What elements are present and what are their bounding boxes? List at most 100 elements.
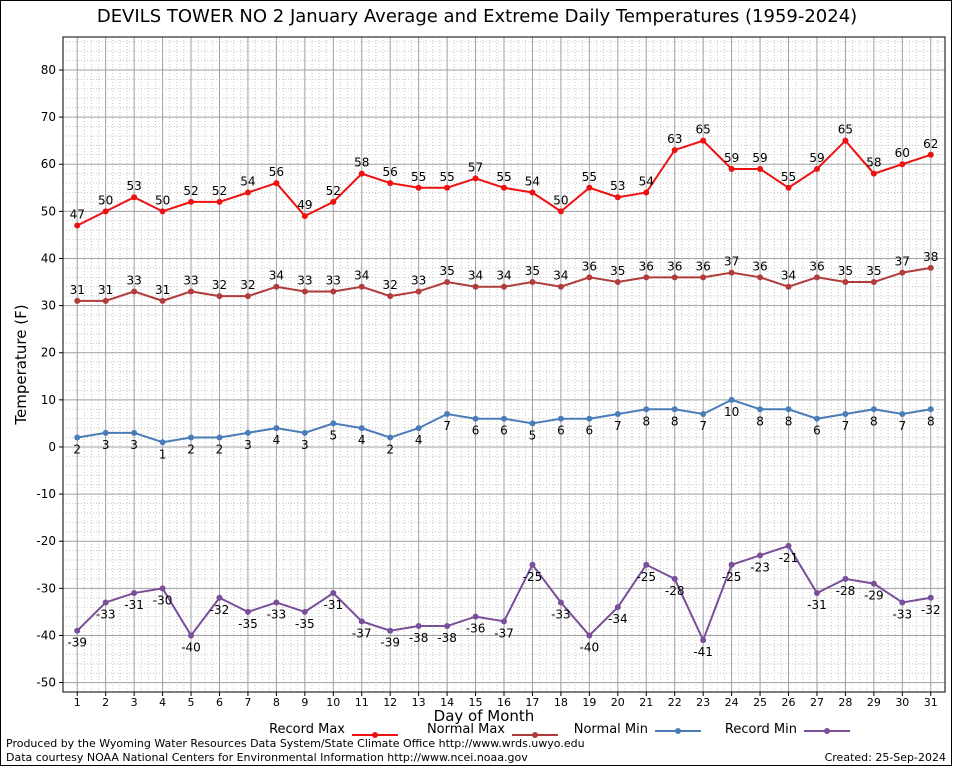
normal-min-point: [785, 406, 792, 413]
record-max-point: [700, 137, 707, 144]
normal-max-point: [501, 283, 507, 290]
record-max-data-label: 49: [297, 198, 312, 212]
record-min-point: [813, 590, 820, 597]
x-tick-label: 23: [696, 696, 710, 709]
legend-item-record-max: Record Max: [269, 722, 398, 738]
normal-min-data-label: 3: [102, 438, 110, 452]
normal-min-data-label: 8: [642, 414, 650, 428]
normal-max-data-label: 34: [354, 269, 369, 283]
normal-max-data-label: 33: [297, 273, 312, 287]
x-tick-label: 15: [469, 696, 483, 709]
record-min-point: [728, 561, 735, 568]
normal-min-point: [813, 415, 820, 422]
record-max-point: [102, 208, 109, 215]
normal-max-data-label: 38: [923, 250, 938, 264]
normal-max-point: [700, 274, 707, 281]
normal-max-data-label: 33: [126, 273, 141, 287]
x-axis: 1 2 3 4 5 6 7 8 9 10 11 12 13 14 15 16 17 18 19 20 21 22 23 24 2…: [74, 692, 938, 709]
normal-max-point: [785, 283, 792, 290]
normal-min-data-label: 3: [244, 438, 252, 452]
record-min-data-label: -33: [96, 607, 116, 621]
normal-max-data-label: 32: [240, 278, 255, 292]
normal-min-data-label: 6: [557, 424, 565, 438]
normal-min-point: [700, 410, 707, 417]
normal-min-point: [614, 410, 621, 417]
record-min-data-label: -38: [409, 631, 429, 645]
normal-min-point: [927, 406, 934, 413]
record-max-data-label: 55: [781, 170, 796, 184]
normal-max-point: [387, 293, 394, 300]
normal-max-data-label: 36: [667, 259, 682, 273]
normal-max-point: [472, 283, 479, 290]
record-max-data-label: 55: [496, 170, 511, 184]
normal-max-point: [728, 269, 735, 276]
x-tick-label: 9: [301, 696, 308, 709]
record-max-point: [785, 184, 792, 191]
legend-label: Normal Min: [574, 722, 648, 737]
normal-min-data-label: 6: [500, 424, 508, 438]
normal-min-data-label: 10: [724, 405, 739, 419]
normal-max-point: [159, 297, 166, 304]
record-min-data-label: -25: [636, 570, 656, 584]
normal-min-point: [757, 406, 764, 413]
record-min-point: [643, 561, 650, 568]
normal-max-point: [301, 288, 308, 295]
record-max-point: [927, 151, 934, 158]
normal-max-data-label: 35: [439, 264, 454, 278]
y-tick-label: -20: [36, 534, 56, 548]
normal-max-point: [188, 288, 195, 295]
record-min-point: [273, 599, 280, 606]
normal-min-point: [387, 434, 394, 441]
normal-max-data-label: 33: [183, 273, 198, 287]
record-min-point: [159, 585, 166, 592]
normal-min-data-label: 2: [73, 443, 81, 457]
normal-min-data-label: 1: [159, 447, 167, 461]
y-tick-label: -10: [36, 487, 56, 501]
record-max-point: [216, 198, 223, 205]
y-tick-label: 80: [41, 63, 56, 77]
record-min-point: [899, 599, 906, 606]
record-max-data-label: 60: [895, 146, 910, 160]
record-max-data-label: 56: [269, 165, 284, 179]
normal-min-data-label: 2: [216, 443, 224, 457]
normal-min-data-label: 7: [842, 419, 850, 433]
normal-max-data-label: 35: [525, 264, 540, 278]
normal-max-point: [813, 274, 820, 281]
record-max-data-label: 50: [155, 193, 170, 207]
record-min-point: [927, 594, 934, 601]
legend-label: Record Min: [725, 722, 797, 737]
normal-max-point: [244, 293, 251, 300]
normal-min-point: [557, 415, 564, 422]
normal-max-data-label: 33: [326, 273, 341, 287]
record-max-data-label: 47: [70, 207, 85, 221]
normal-max-point: [273, 283, 280, 290]
record-max-data-label: 58: [866, 156, 881, 170]
normal-min-point: [842, 410, 849, 417]
chart-title: DEVILS TOWER NO 2 January Average and Ex…: [96, 6, 858, 27]
normal-max-data-label: 34: [553, 269, 568, 283]
normal-max-point: [415, 288, 422, 295]
normal-max-data-label: 34: [269, 269, 284, 283]
normal-min-data-label: 4: [358, 433, 366, 447]
x-tick-label: 22: [668, 696, 682, 709]
record-max-point: [586, 184, 593, 191]
y-tick-label: -50: [36, 676, 56, 690]
record-max-point: [870, 170, 877, 177]
record-min-data-label: -32: [210, 603, 230, 617]
record-min-point: [216, 594, 223, 601]
y-tick-label: 10: [41, 393, 56, 407]
record-max-point: [728, 165, 735, 172]
x-tick-label: 14: [440, 696, 454, 709]
y-tick-label: 50: [41, 204, 56, 218]
record-min-data-label: -40: [580, 640, 600, 654]
record-max-data-label: 53: [610, 179, 625, 193]
record-min-point: [700, 637, 707, 644]
record-max-data-label: 55: [439, 170, 454, 184]
normal-max-point: [671, 274, 678, 281]
record-max-data-label: 50: [553, 193, 568, 207]
normal-min-data-label: 8: [870, 414, 878, 428]
normal-min-point: [102, 429, 109, 436]
x-tick-label: 21: [639, 696, 653, 709]
